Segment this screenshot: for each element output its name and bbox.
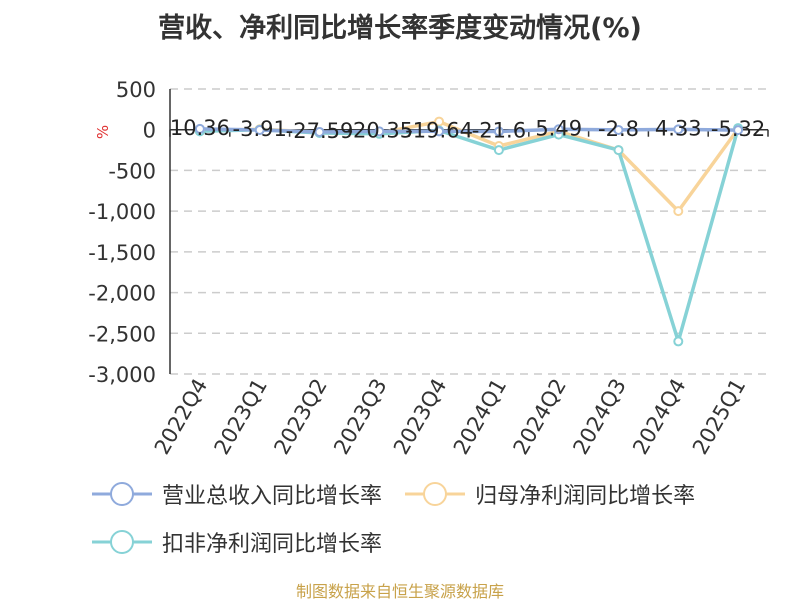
legend-item-deducted-net-profit[interactable]: 扣非净利润同比增长率 (92, 524, 382, 560)
y-tick-label: -500 (108, 159, 156, 183)
legend-label-net-profit: 归母净利润同比增长率 (475, 484, 696, 509)
data-label: -19.64 (405, 118, 473, 142)
series-point-0 (613, 124, 624, 135)
legend-swatch-revenue (92, 482, 152, 506)
x-tick-label: 2023Q1 (210, 375, 272, 459)
data-labels: 10.36 -3.91-27.59-20.35-19.64-21.6 5.49 -2.… (170, 116, 765, 143)
series-point-0 (254, 125, 265, 136)
data-label: -27.59 (286, 119, 354, 143)
x-tick-label: 2023Q2 (269, 375, 331, 459)
series-point-1 (673, 206, 684, 217)
series-line-2 (199, 127, 740, 344)
series-point-0 (374, 126, 385, 137)
source-note: 制图数据来自恒生聚源数据库 (295, 582, 504, 601)
data-label: -3.91 (233, 117, 287, 141)
legend-swatch-deducted-net-profit (92, 530, 152, 554)
series-point-0 (434, 126, 445, 137)
y-tick-label: 500 (116, 78, 156, 102)
y-tick-label: -1,000 (88, 200, 156, 224)
series-point-0 (493, 126, 504, 137)
x-tick-label: 2023Q4 (389, 374, 451, 458)
series-point-2 (613, 145, 624, 156)
data-label: 10.36 (170, 116, 230, 140)
legend-label-revenue: 营业总收入同比增长率 (162, 484, 383, 509)
grid-lines (170, 88, 768, 375)
legend-item-net-profit[interactable]: 归母净利润同比增长率 (405, 476, 695, 512)
legend-label-deducted-net-profit: 扣非净利润同比增长率 (162, 532, 383, 557)
y-axis-unit: % (94, 125, 112, 139)
data-label: -21.6 (472, 118, 526, 142)
data-label: 4.33 (655, 116, 702, 140)
legend: 营业总收入同比增长率 归母净利润同比增长率 扣非净利润同比增长率 (92, 476, 772, 572)
series-point-0 (673, 124, 684, 135)
x-tick-label: 2024Q3 (568, 375, 630, 459)
legend-item-revenue[interactable]: 营业总收入同比增长率 (92, 476, 382, 512)
series-point-0 (194, 123, 205, 134)
series-point-0 (314, 126, 325, 137)
series-point-2 (673, 336, 684, 347)
y-tick-label: -3,000 (88, 363, 156, 387)
y-tick-label: -1,500 (88, 241, 156, 265)
chart-title: 营收、净利同比增长率季度变动情况(%) (158, 13, 642, 44)
x-tick-label: 2024Q4 (628, 375, 690, 459)
y-tick-label: 0 (143, 119, 156, 143)
y-tick-label: -2,500 (88, 322, 156, 346)
legend-swatch-net-profit (405, 482, 466, 506)
x-tick-label: 2024Q2 (509, 375, 571, 459)
data-label: 5.49 (535, 116, 582, 140)
series-point-0 (553, 124, 564, 135)
x-tick-label: 2025Q1 (688, 375, 750, 459)
x-tick-label: 2023Q3 (329, 375, 391, 459)
data-label: -20.35 (345, 118, 413, 142)
series-points (194, 116, 744, 347)
x-tick-label: 2022Q4 (150, 375, 212, 459)
data-label: -5.32 (711, 117, 765, 141)
series-point-2 (493, 145, 504, 156)
series-point-0 (733, 125, 744, 136)
series-lines (199, 119, 740, 344)
x-tick-label: 2024Q1 (449, 375, 511, 459)
series-line-0 (199, 127, 739, 134)
y-tick-label: -2,000 (88, 282, 156, 306)
data-label: -2.8 (598, 117, 639, 141)
